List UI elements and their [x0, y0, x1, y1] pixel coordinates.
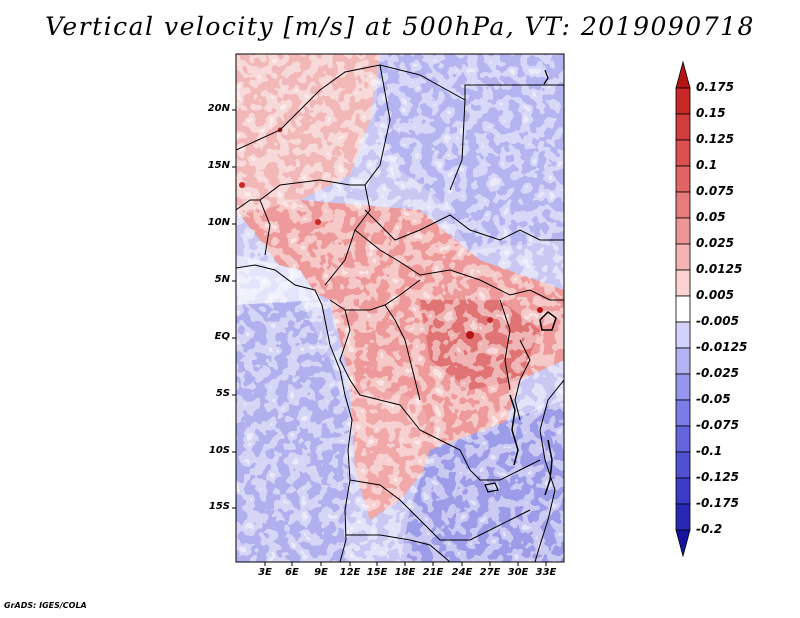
border-line — [384, 304, 421, 401]
lat-label: 10S — [208, 445, 230, 456]
lat-label: 20N — [207, 103, 230, 114]
border-line — [349, 479, 531, 541]
colorbar-segment — [675, 60, 691, 89]
colorbar-label: -0.005 — [696, 314, 739, 328]
colorbar-segment — [675, 243, 691, 271]
border-line — [364, 209, 564, 241]
colorbar-segment — [675, 399, 691, 427]
colorbar-label: -0.0125 — [696, 340, 748, 354]
lat-label: EQ — [214, 331, 230, 342]
colorbar-label: 0.05 — [696, 210, 726, 224]
lon-label: 30E — [507, 567, 529, 578]
max-cell — [315, 219, 321, 225]
borders — [236, 64, 564, 562]
lon-label: 21E — [422, 567, 444, 578]
colorbar-label: 0.175 — [696, 80, 734, 94]
colorbar-label: -0.175 — [696, 496, 739, 510]
border-line — [324, 64, 391, 286]
colorbar-label: 0.15 — [696, 106, 726, 120]
colorbar-segment — [675, 347, 691, 375]
lon-ticks — [264, 562, 547, 566]
lat-label: 10N — [207, 217, 230, 228]
lat-label: 5S — [215, 388, 230, 399]
lat-label: 15N — [207, 160, 230, 171]
colorbar-segment — [675, 165, 691, 193]
lon-label: 3E — [258, 567, 272, 578]
colorbar-segment — [675, 503, 691, 531]
colorbar-label: 0.1 — [696, 158, 718, 172]
lake-malawi — [544, 439, 553, 496]
map-frame — [235, 53, 565, 563]
max-cell — [487, 317, 493, 323]
colorbar-label: -0.1 — [696, 444, 723, 458]
max-cell — [239, 182, 245, 188]
border-line — [236, 199, 271, 256]
chart-title: Vertical velocity [m/s] at 500hPa, VT: 2… — [45, 12, 755, 41]
border-line — [464, 84, 564, 100]
max-cell — [466, 331, 474, 339]
nile-feature — [543, 69, 549, 85]
colorbar-label: 0.125 — [696, 132, 734, 146]
lon-label: 33E — [535, 567, 557, 578]
colorbar-segment — [675, 269, 691, 297]
lat-label: 15S — [208, 501, 230, 512]
lake-mweru — [484, 482, 499, 493]
colorbar-label: 0.075 — [696, 184, 734, 198]
colorbar-segment — [675, 113, 691, 141]
colorbar-label: -0.125 — [696, 470, 739, 484]
lon-label: 12E — [339, 567, 361, 578]
colorbar-label: -0.05 — [696, 392, 731, 406]
colorbar-segment — [675, 373, 691, 401]
border-line — [329, 279, 421, 311]
lon-label: 24E — [451, 567, 473, 578]
lat-ticks — [232, 109, 236, 509]
colorbar-segment — [675, 321, 691, 349]
colorbar-segment — [675, 477, 691, 505]
colorbar-segment — [675, 529, 691, 558]
border-line — [514, 339, 531, 421]
colorbar-label: -0.2 — [696, 522, 723, 536]
colorbar-label: -0.025 — [696, 366, 739, 380]
lake-tanganyika — [509, 394, 519, 466]
lat-label: 5N — [214, 274, 230, 285]
colorbar-label: 0.025 — [696, 236, 734, 250]
coastline — [236, 264, 353, 562]
max-cell — [537, 307, 543, 313]
colorbar-label: 0.005 — [696, 288, 734, 302]
border-line — [346, 534, 451, 562]
colorbar-segment — [675, 451, 691, 479]
grads-credit: GrADS: IGES/COLA — [4, 601, 87, 610]
lon-label: 6E — [285, 567, 299, 578]
border-line — [339, 309, 421, 431]
colorbar-label: -0.075 — [696, 418, 739, 432]
lon-label: 27E — [479, 567, 501, 578]
border-line — [419, 429, 541, 481]
colorbar-segment — [675, 425, 691, 453]
colorbar-segment — [675, 191, 691, 219]
border-line — [236, 64, 381, 151]
colorbar-label: 0.0125 — [696, 262, 743, 276]
lake-victoria — [539, 311, 557, 331]
colorbar — [675, 60, 691, 558]
noise-overlay — [236, 54, 564, 562]
border-line — [499, 299, 511, 391]
field-shading — [236, 54, 564, 562]
lon-label: 18E — [394, 567, 416, 578]
border-line — [354, 229, 564, 301]
lon-label: 9E — [314, 567, 328, 578]
colorbar-segment — [675, 139, 691, 167]
lon-label: 15E — [366, 567, 388, 578]
colorbar-segment — [675, 217, 691, 245]
border-line — [259, 179, 365, 201]
colorbar-segment — [675, 87, 691, 115]
colorbar-segment — [675, 295, 691, 323]
